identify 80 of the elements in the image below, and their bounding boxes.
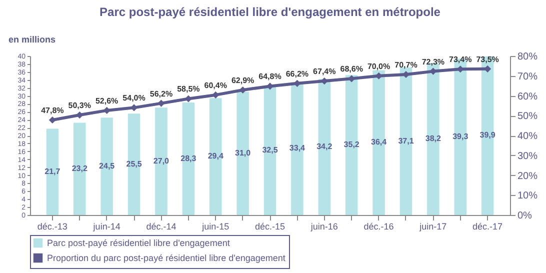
data-label: 33,4 [289,144,306,153]
data-label: 68,6% [340,64,363,74]
x-tick-label: juin-16 [310,222,338,232]
y2-tick-label: 70% [518,71,538,82]
x-tick-label: déc.-15 [254,222,286,232]
data-label: 50,3% [68,101,91,110]
y2-tick-label: 80% [518,52,538,62]
x-tick-label: déc.-17 [472,222,503,232]
bar [372,70,385,215]
bar [345,75,358,215]
data-label: 73,5% [476,54,499,64]
y2-tick-label: 20% [518,170,538,182]
data-label: 23,2 [72,164,88,173]
data-label: 29,4 [208,152,224,161]
bar [100,118,113,215]
x-tick-label: déc.-14 [146,222,176,232]
y-axis-title: en millions [8,34,56,44]
point [212,91,220,98]
data-label: 52,6% [95,96,118,106]
data-label: 32,5 [262,145,278,154]
bar [155,108,168,215]
y2-tick-label: 50% [518,111,538,122]
data-label: 21,7 [44,166,61,176]
legend-label: Proportion du parc post-payé résidentiel libre d'engagement [47,253,286,263]
data-label: 54,0% [122,94,146,103]
data-label: 70,0% [367,62,390,71]
data-label: 35,2 [344,140,360,150]
point [184,95,192,102]
data-label: 25,5 [126,159,142,168]
data-label: 73,4% [449,55,472,64]
data-label: 28,3 [180,154,197,163]
point [103,106,110,114]
data-label: 62,9% [231,76,254,85]
data-label: 66,2% [286,69,309,78]
point [48,116,56,124]
data-label: 36,4 [370,138,388,147]
bar [318,79,331,215]
point [375,72,382,80]
point [158,100,165,107]
point [76,111,84,119]
legend-label: Parc post-payé résidentiel libre d'engagement [47,238,230,248]
y2-tick-label: 40% [518,131,538,142]
data-label: 27,0 [153,156,170,166]
data-label: 70,7% [394,60,418,70]
data-label: 31,0 [235,148,252,158]
data-label: 72,3% [422,57,445,66]
bar [182,102,195,215]
data-label: 24,5 [99,161,116,170]
data-label: 58,5% [177,84,200,94]
x-tick-label: déc.-16 [364,222,394,232]
bar [236,92,249,215]
data-label: 67,4% [313,67,336,76]
data-label: 60,4% [204,80,227,90]
x-tick-label: juin-14 [92,222,120,232]
data-label: 38,2 [425,134,442,144]
data-label: 34,2 [316,142,333,152]
chart-title: Parc post-payé résidentiel libre d'engagement en métropole [100,5,441,19]
data-label: 64,8% [258,72,282,82]
y2-tick-label: 10% [518,190,538,202]
bar [46,128,59,215]
x-tick-label: déc.-13 [37,222,68,232]
bar [400,68,412,215]
bar [209,98,222,215]
data-label: 56,2% [150,89,173,98]
x-tick-label: juin-15 [201,222,230,232]
bar [74,122,86,215]
point [239,86,246,94]
data-label: 47,8% [41,106,64,115]
y2-tick-label: 30% [518,150,538,162]
data-label: 39,9 [480,130,496,140]
data-label: 39,3 [452,132,469,141]
y2-tick-label: 0% [518,210,532,222]
point [484,65,492,72]
point [348,75,356,82]
bar [291,82,304,215]
bar [264,86,276,215]
bar [128,114,140,215]
x-tick-label: juin-17 [418,222,447,232]
data-label: 37,1 [398,136,414,146]
y2-tick-label: 60% [518,91,538,102]
